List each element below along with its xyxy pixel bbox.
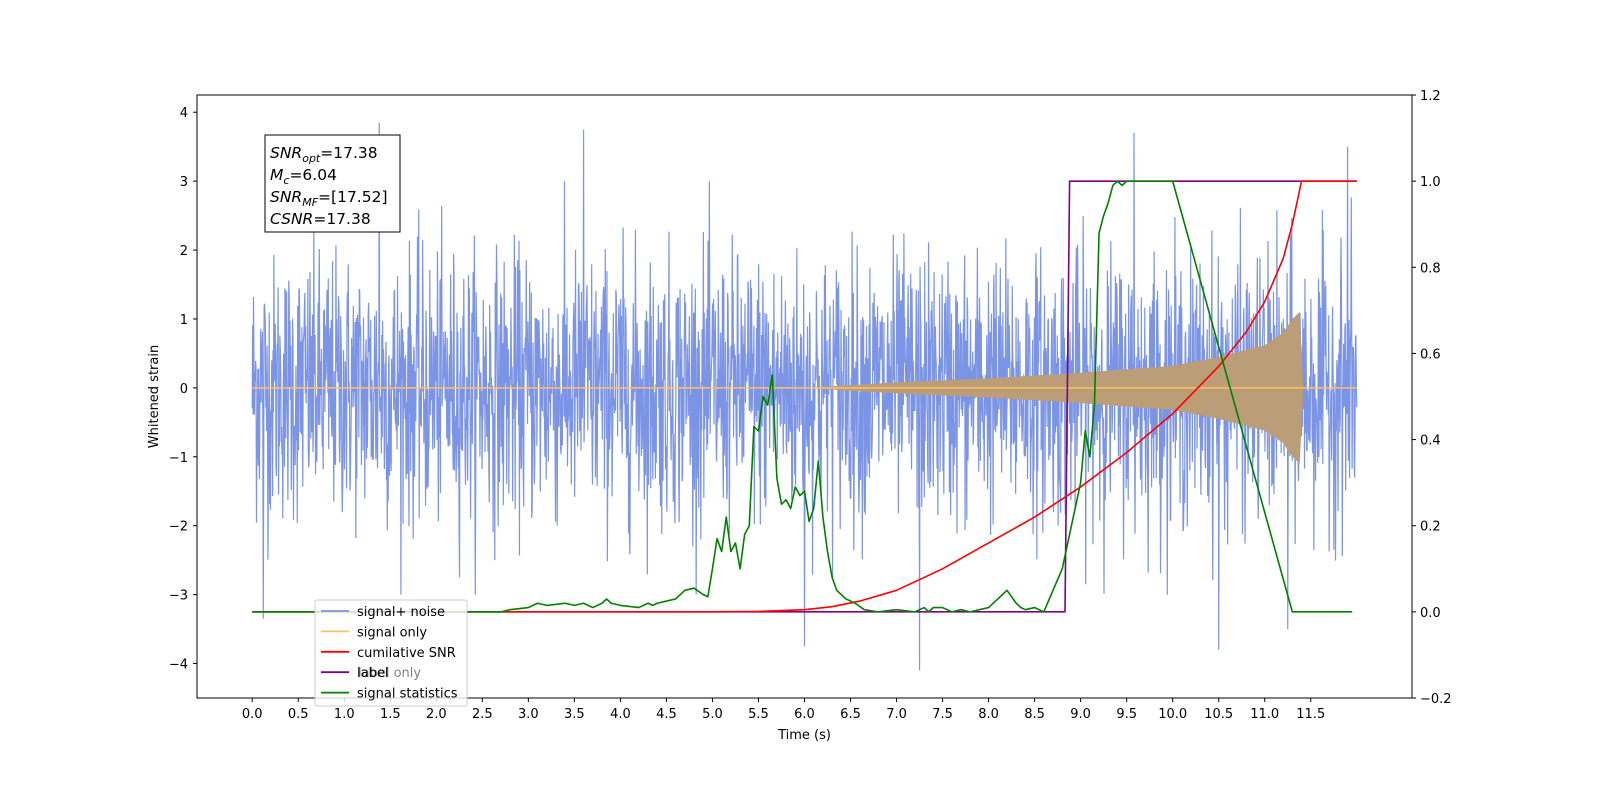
legend-item: signal+ noise (321, 605, 445, 620)
y-tick-label: −3 (169, 589, 188, 604)
x-tick-label: 5.5 (748, 707, 769, 722)
annotation-subscript: MF (302, 196, 318, 209)
y-tick-label: 1 (180, 313, 188, 328)
legend-label: signal statistics (357, 687, 458, 702)
x-tick-label: 4.5 (656, 707, 677, 722)
annotation-value: =17.38 (313, 210, 370, 228)
x-tick-label: 4.0 (610, 707, 631, 722)
x-tick-label: 10.0 (1158, 707, 1187, 722)
y2-tick-label: 1.2 (1420, 89, 1441, 104)
legend-label: signal only (357, 625, 427, 640)
x-tick-label: 6.0 (794, 707, 815, 722)
legend-item: cumilative SNR (321, 646, 456, 661)
series-signal-statistics-line (252, 180, 1353, 613)
legend: label only signal+ noise signal only cumil… (314, 599, 468, 707)
x-tick-label: 0.5 (288, 707, 309, 722)
legend-item: signal statistics (321, 687, 458, 702)
legend-item: label (321, 666, 388, 681)
annotation-value: =17.38 (320, 144, 377, 162)
x-tick-label: 2.0 (426, 707, 447, 722)
x-tick-label: 5.0 (702, 707, 723, 722)
legend-label: cumilative SNR (357, 646, 456, 661)
x-tick-label: 9.0 (1070, 707, 1091, 722)
x-tick-label: 8.0 (978, 707, 999, 722)
y2-tick-label: 0.0 (1420, 606, 1441, 621)
x-tick-label: 0.0 (242, 707, 263, 722)
legend-item: signal only (321, 625, 427, 640)
annotation-line-snr-opt: SNRopt=17.38 (270, 144, 378, 165)
annotation-subscript: opt (302, 152, 321, 165)
x-tick-label: 9.5 (1116, 707, 1137, 722)
x-axis-label: Time (s) (777, 728, 831, 743)
y-tick-label: 0 (180, 382, 188, 397)
x-tick-label: 3.5 (564, 707, 585, 722)
annotation-subscript: c (283, 174, 289, 187)
series-cumulative-snr-line (252, 180, 1357, 613)
y-tick-label: 3 (180, 175, 188, 190)
y-tick-label: −4 (169, 658, 188, 673)
x-tick-label: 6.5 (840, 707, 861, 722)
annotation-line-snr-mf: SNRMF=[17.52] (270, 188, 388, 209)
y-axis-right: −0.2 0.0 0.2 0.4 0.6 0.8 1.0 1.2 (1412, 89, 1452, 707)
y2-tick-label: 0.8 (1420, 261, 1441, 276)
legend-label: label (357, 666, 388, 681)
x-axis: 0.0 0.5 1.0 1.5 2.0 2.5 3.0 3.5 4.0 4.5 5.0 5.5 6.0 6… (242, 698, 1325, 722)
annotation-box: SNRopt=17.38 Mc=6.04 SNRMF=[17.52] CSNR=… (264, 134, 401, 233)
y-tick-label: 4 (180, 106, 188, 121)
x-tick-label: 1.5 (380, 707, 401, 722)
y-tick-label: −2 (169, 520, 188, 535)
annotation-symbol: SNR (270, 188, 302, 206)
y2-tick-label: 0.6 (1420, 347, 1441, 362)
annotation-line-mc: Mc=6.04 (270, 166, 337, 187)
y2-tick-label: 0.2 (1420, 520, 1441, 535)
legend-hidden-overlap-label: label only (358, 666, 421, 681)
y-axis-label: Whitened strain (147, 345, 162, 448)
annotation-value: =[17.52] (318, 188, 387, 206)
y-tick-label: 2 (180, 244, 188, 259)
y-tick-label: −1 (169, 451, 188, 466)
plot-area (251, 122, 1358, 671)
y2-tick-label: −0.2 (1420, 692, 1452, 707)
x-tick-label: 7.0 (886, 707, 907, 722)
annotation-symbol: M (270, 166, 283, 184)
legend-entries: signal+ noise signal only cumilative SNR la… (321, 605, 458, 702)
annotation-line-csnr: CSNR=17.38 (270, 210, 371, 228)
annotation-frame (264, 134, 401, 233)
legend-label: signal+ noise (357, 605, 445, 620)
y-axis-left: −4 −3 −2 −1 0 1 2 3 4 (169, 106, 197, 673)
x-tick-label: 2.5 (472, 707, 493, 722)
y2-tick-label: 1.0 (1420, 175, 1441, 190)
x-tick-label: 10.5 (1204, 707, 1233, 722)
annotation-symbol: SNR (270, 144, 302, 162)
annotation-value: =6.04 (289, 166, 337, 184)
x-tick-label: 8.5 (1024, 707, 1045, 722)
x-tick-label: 11.5 (1296, 707, 1325, 722)
x-tick-label: 3.0 (518, 707, 539, 722)
x-tick-label: 1.0 (334, 707, 355, 722)
x-tick-label: 11.0 (1250, 707, 1279, 722)
legend-frame (314, 599, 468, 707)
annotation-symbol: CSNR (270, 210, 313, 228)
y2-tick-label: 0.4 (1420, 434, 1441, 449)
x-tick-label: 7.5 (932, 707, 953, 722)
